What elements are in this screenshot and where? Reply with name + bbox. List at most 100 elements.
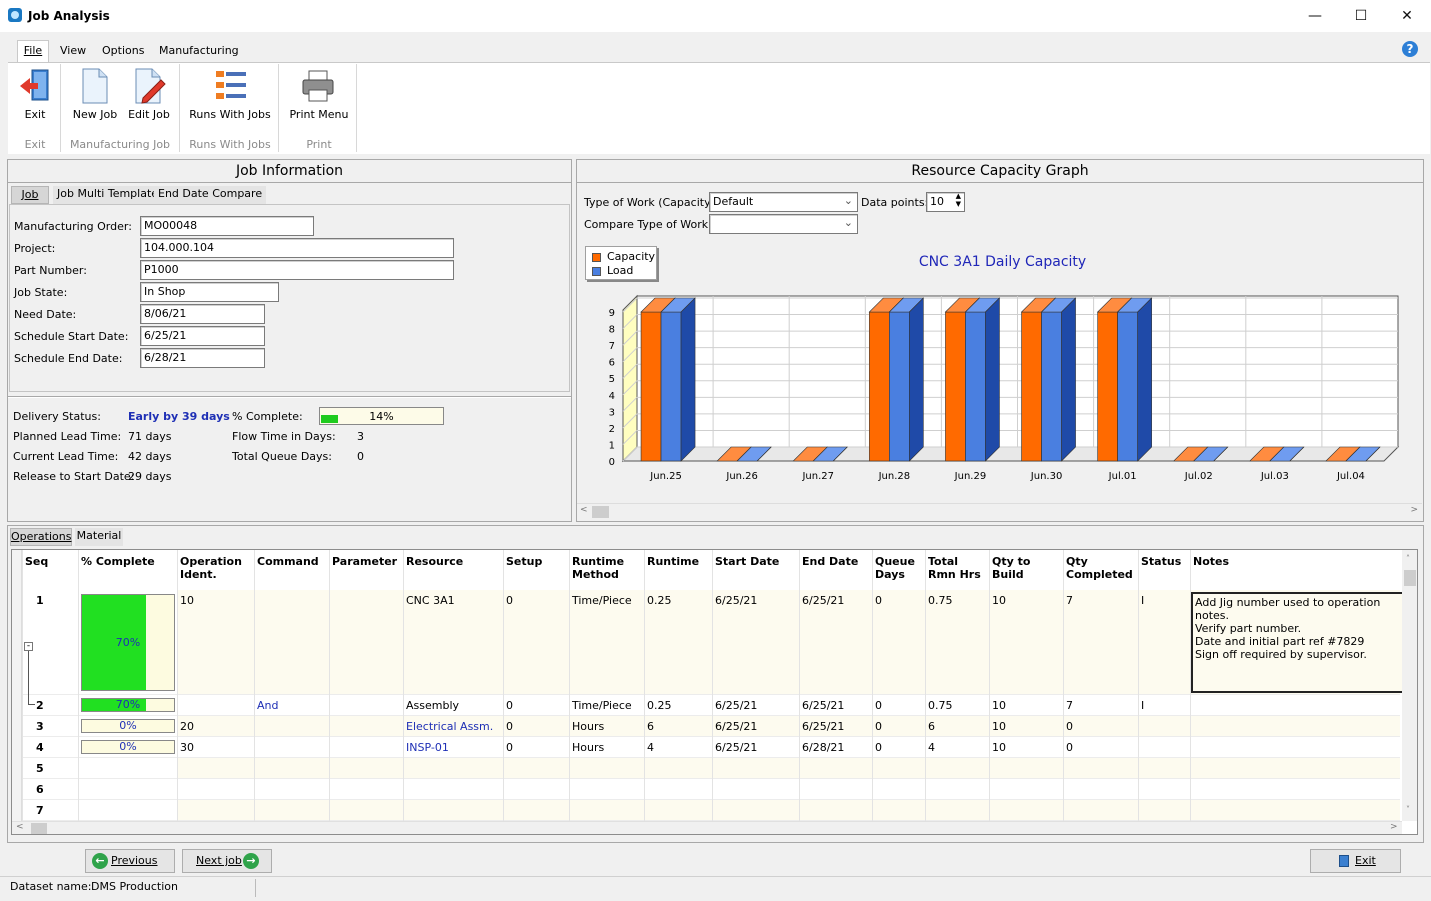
minimize-button[interactable]: — bbox=[1308, 8, 1322, 24]
start-cell[interactable]: 6/25/21 bbox=[715, 594, 758, 607]
qty-done-cell[interactable]: 0 bbox=[1066, 720, 1073, 733]
job-state-field[interactable]: In Shop bbox=[140, 282, 279, 302]
queue-cell[interactable]: 0 bbox=[875, 741, 882, 754]
qty-build-cell[interactable]: 10 bbox=[992, 720, 1006, 733]
rmn-cell[interactable]: 6 bbox=[928, 720, 935, 733]
method-cell[interactable]: Time/Piece bbox=[572, 594, 632, 607]
resource-cell[interactable]: INSP-01 bbox=[406, 741, 449, 754]
scroll-right-icon[interactable]: > bbox=[1390, 822, 1398, 832]
qty-done-cell[interactable]: 0 bbox=[1066, 741, 1073, 754]
grid-horizontal-scrollbar[interactable] bbox=[12, 821, 1402, 834]
tab-operations[interactable]: Operations bbox=[10, 528, 72, 546]
setup-cell[interactable]: 0 bbox=[506, 699, 513, 712]
resource-cell[interactable]: Electrical Assm. bbox=[406, 720, 494, 733]
menu-view[interactable]: View bbox=[60, 44, 87, 57]
new-job-icon[interactable] bbox=[80, 68, 110, 104]
end-cell[interactable]: 6/25/21 bbox=[802, 720, 845, 733]
type-of-work-select[interactable]: Default ⌄ bbox=[709, 192, 858, 212]
scroll-thumb[interactable] bbox=[592, 506, 609, 518]
edit-job-icon[interactable] bbox=[133, 68, 167, 104]
tab-job-multi-template[interactable]: Job Multi Template bbox=[53, 186, 163, 204]
exit-button[interactable]: Exit bbox=[24, 108, 46, 121]
rmn-cell[interactable]: 0.75 bbox=[928, 594, 953, 607]
column-header-status[interactable]: Status bbox=[1141, 555, 1182, 568]
ident-cell[interactable]: 20 bbox=[180, 720, 194, 733]
chevron-down-icon[interactable]: ⌄ bbox=[843, 194, 853, 207]
chevron-down-icon[interactable]: ⌄ bbox=[843, 216, 853, 229]
column-header-seq[interactable]: Seq bbox=[25, 555, 49, 568]
runs-with-jobs-button[interactable]: Runs With Jobs bbox=[189, 108, 271, 121]
column-header-command[interactable]: Command bbox=[257, 555, 319, 568]
printer-icon[interactable] bbox=[301, 68, 335, 104]
stepper-arrows-icon[interactable]: ▲ ▼ bbox=[955, 192, 961, 208]
data-points-stepper[interactable]: 10 ▲ ▼ bbox=[926, 192, 965, 212]
start-cell[interactable]: 6/25/21 bbox=[715, 720, 758, 733]
setup-cell[interactable]: 0 bbox=[506, 741, 513, 754]
start-cell[interactable]: 6/25/21 bbox=[715, 699, 758, 712]
start-cell[interactable]: 6/25/21 bbox=[715, 741, 758, 754]
scroll-thumb[interactable] bbox=[31, 823, 47, 834]
method-cell[interactable]: Hours bbox=[572, 720, 605, 733]
column-header-notes[interactable]: Notes bbox=[1193, 555, 1230, 568]
queue-cell[interactable]: 0 bbox=[875, 594, 882, 607]
next-job-button[interactable]: Next job → bbox=[182, 849, 272, 873]
grid-vertical-scrollbar[interactable] bbox=[1402, 550, 1417, 821]
setup-cell[interactable]: 0 bbox=[506, 594, 513, 607]
qty-build-cell[interactable]: 10 bbox=[992, 594, 1006, 607]
qty-build-cell[interactable]: 10 bbox=[992, 699, 1006, 712]
qty-done-cell[interactable]: 7 bbox=[1066, 594, 1073, 607]
column-header-parameter[interactable]: Parameter bbox=[332, 555, 398, 568]
previous-job-button[interactable]: ← Previous job bbox=[85, 849, 175, 889]
qty-done-cell[interactable]: 7 bbox=[1066, 699, 1073, 712]
menu-manufacturing[interactable]: Manufacturing bbox=[159, 44, 239, 57]
help-icon[interactable]: ? bbox=[1402, 41, 1418, 57]
notes-box[interactable]: Add Jig number used to operation notes. V… bbox=[1191, 592, 1410, 693]
rmn-cell[interactable]: 4 bbox=[928, 741, 935, 754]
scroll-left-icon[interactable]: < bbox=[16, 822, 24, 832]
queue-cell[interactable]: 0 bbox=[875, 720, 882, 733]
column-header-runtime-method[interactable]: Runtime Method bbox=[572, 555, 625, 581]
column-header-qty-to-build[interactable]: Qty to Build bbox=[992, 555, 1031, 581]
compare-type-of-work-select[interactable]: ⌄ bbox=[709, 214, 858, 234]
runs-with-jobs-icon[interactable] bbox=[214, 68, 248, 104]
resource-cell[interactable]: Assembly bbox=[406, 699, 460, 712]
manufacturing-order-field[interactable]: MO00048 bbox=[140, 216, 314, 236]
tab-material[interactable]: Material bbox=[75, 528, 123, 546]
status-cell[interactable]: I bbox=[1141, 699, 1145, 712]
tab-end-date-compare[interactable]: End Date Compare bbox=[154, 186, 267, 204]
column-header-qty-completed[interactable]: Qty Completed bbox=[1066, 555, 1133, 581]
project-field[interactable]: 104.000.104 bbox=[140, 238, 454, 258]
scroll-left-icon[interactable]: < bbox=[580, 505, 588, 515]
resource-cell[interactable]: CNC 3A1 bbox=[406, 594, 455, 607]
end-cell[interactable]: 6/28/21 bbox=[802, 741, 845, 754]
exit-icon[interactable] bbox=[18, 68, 52, 104]
column-header-setup[interactable]: Setup bbox=[506, 555, 543, 568]
runtime-cell[interactable]: 0.25 bbox=[647, 699, 672, 712]
scroll-right-icon[interactable]: > bbox=[1410, 505, 1418, 515]
ident-cell[interactable]: 30 bbox=[180, 741, 194, 754]
need-date-field[interactable]: 8/06/21 bbox=[140, 304, 265, 324]
part-number-field[interactable]: P1000 bbox=[140, 260, 454, 280]
column-header-end-date[interactable]: End Date bbox=[802, 555, 859, 568]
method-cell[interactable]: Time/Piece bbox=[572, 699, 632, 712]
runtime-cell[interactable]: 4 bbox=[647, 741, 654, 754]
schedule-start-date-field[interactable]: 6/25/21 bbox=[140, 326, 265, 346]
column-header-complete[interactable]: % Complete bbox=[81, 555, 155, 568]
end-cell[interactable]: 6/25/21 bbox=[802, 594, 845, 607]
setup-cell[interactable]: 0 bbox=[506, 720, 513, 733]
ident-cell[interactable]: 10 bbox=[180, 594, 194, 607]
column-header-total-rmn-hrs[interactable]: Total Rmn Hrs bbox=[928, 555, 981, 581]
maximize-button[interactable]: ☐ bbox=[1354, 8, 1368, 24]
column-header-runtime[interactable]: Runtime bbox=[647, 555, 700, 568]
new-job-button[interactable]: New Job bbox=[72, 108, 118, 121]
method-cell[interactable]: Hours bbox=[572, 741, 605, 754]
column-header-queue-days[interactable]: Queue Days bbox=[875, 555, 915, 581]
queue-cell[interactable]: 0 bbox=[875, 699, 882, 712]
exit-footer-button[interactable]: Exit bbox=[1310, 849, 1401, 873]
command-cell[interactable]: And bbox=[257, 699, 279, 712]
close-button[interactable]: ✕ bbox=[1401, 8, 1413, 24]
qty-build-cell[interactable]: 10 bbox=[992, 741, 1006, 754]
schedule-end-date-field[interactable]: 6/28/21 bbox=[140, 348, 265, 368]
column-header-operation-ident[interactable]: Operation Ident. bbox=[180, 555, 242, 581]
edit-job-button[interactable]: Edit Job bbox=[128, 108, 170, 121]
